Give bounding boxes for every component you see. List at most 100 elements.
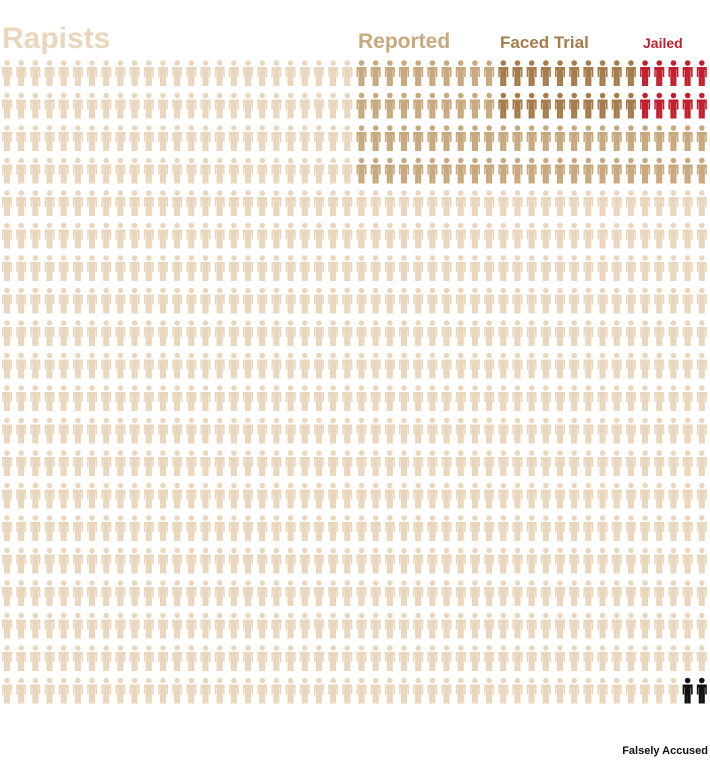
person-icon <box>313 157 324 184</box>
head <box>656 92 663 99</box>
head <box>613 547 620 554</box>
head <box>202 612 209 619</box>
head <box>146 320 152 326</box>
person-icon <box>243 255 254 281</box>
person-icon <box>469 450 480 476</box>
person-icon <box>87 417 98 444</box>
person-icon <box>498 352 509 379</box>
person-icon <box>200 60 211 86</box>
head <box>401 385 407 391</box>
person-icon <box>370 612 381 639</box>
body <box>200 197 211 216</box>
person-icon <box>569 222 580 249</box>
body <box>625 164 636 184</box>
person-icon <box>257 60 268 86</box>
person-icon <box>143 157 154 184</box>
head <box>684 222 691 229</box>
person-icon <box>569 190 580 216</box>
body <box>342 67 353 86</box>
person-icon <box>257 255 268 281</box>
person-icon <box>526 547 537 574</box>
person-icon <box>356 612 367 639</box>
body <box>498 587 509 606</box>
head <box>684 60 691 66</box>
person-icon <box>512 222 523 249</box>
head <box>146 385 152 391</box>
person-icon <box>654 125 665 151</box>
body <box>640 587 651 606</box>
person-icon <box>555 157 566 184</box>
body <box>16 99 27 119</box>
head <box>316 320 322 326</box>
head <box>117 450 124 456</box>
body <box>526 327 537 346</box>
body <box>512 262 523 281</box>
person-icon <box>399 287 410 314</box>
body <box>328 424 339 444</box>
body <box>115 327 126 346</box>
person-icon <box>271 645 282 671</box>
person-icon <box>569 157 580 184</box>
head <box>443 60 450 66</box>
head <box>316 482 322 489</box>
body <box>115 457 126 476</box>
person-icon <box>469 612 480 639</box>
body <box>101 489 112 509</box>
head <box>18 515 24 521</box>
body <box>72 262 83 281</box>
person-icon <box>654 320 665 346</box>
head <box>4 222 10 229</box>
person-icon <box>569 515 580 541</box>
head <box>103 385 110 391</box>
head <box>89 255 95 261</box>
body <box>271 619 282 639</box>
head <box>599 580 606 586</box>
head <box>599 450 606 456</box>
person-icon <box>441 92 452 119</box>
head <box>557 157 563 164</box>
person-icon <box>143 450 154 476</box>
person-icon <box>455 482 466 509</box>
head <box>642 190 648 196</box>
body <box>157 554 168 574</box>
body <box>313 652 324 671</box>
person-icon <box>129 222 140 249</box>
body <box>583 652 594 671</box>
head <box>273 417 280 424</box>
head <box>358 60 365 66</box>
person-icon <box>16 450 27 476</box>
head <box>642 287 648 294</box>
body <box>44 327 55 346</box>
person-icon <box>72 60 83 86</box>
body <box>512 489 523 509</box>
body <box>455 587 466 606</box>
head <box>557 222 563 229</box>
person-icon <box>654 450 665 476</box>
person-icon <box>654 222 665 249</box>
head <box>500 547 507 554</box>
head <box>387 125 393 131</box>
person-icon <box>16 482 27 509</box>
head <box>543 352 549 359</box>
person-icon <box>328 287 339 314</box>
person-icon <box>583 287 594 314</box>
body <box>271 392 282 411</box>
person-icon <box>87 677 98 704</box>
body <box>129 327 140 346</box>
person-icon <box>540 547 551 574</box>
body <box>2 489 12 509</box>
body <box>640 457 651 476</box>
body <box>72 327 83 346</box>
body <box>399 652 410 671</box>
person-icon <box>214 417 225 444</box>
head <box>401 450 407 456</box>
person-icon <box>228 352 239 379</box>
person-icon <box>597 320 608 346</box>
body <box>370 457 381 476</box>
person-icon <box>172 515 183 541</box>
head <box>500 255 507 261</box>
head <box>46 352 53 359</box>
person-icon <box>682 645 693 671</box>
body <box>370 684 381 704</box>
person-icon <box>328 547 339 574</box>
